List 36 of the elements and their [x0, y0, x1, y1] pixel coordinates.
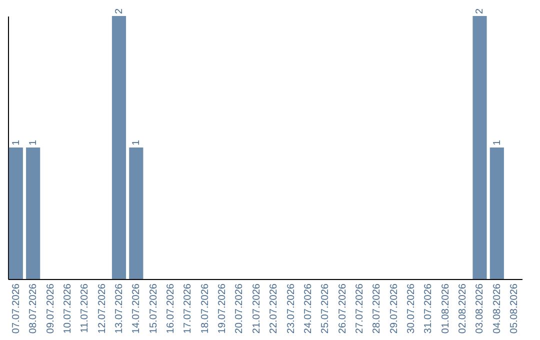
- data-label: 1: [10, 140, 22, 146]
- x-tick-label: 18.07.2026: [200, 283, 211, 334]
- x-tick-label: 19.07.2026: [217, 283, 228, 334]
- x-tick-label: 26.07.2026: [337, 283, 348, 334]
- x-tick-label: 27.07.2026: [354, 283, 366, 334]
- x-tick-label: 17.07.2026: [182, 283, 194, 334]
- x-tick-label: 12.07.2026: [96, 283, 108, 334]
- data-label: 2: [114, 8, 125, 14]
- x-tick-label: 25.07.2026: [320, 283, 332, 334]
- data-label: 1: [28, 140, 40, 146]
- x-tick-label: 14.07.2026: [131, 283, 142, 334]
- x-tick-label: 05.08.2026: [509, 283, 520, 334]
- data-label: 2: [474, 8, 486, 14]
- x-tick-label: 22.07.2026: [268, 283, 280, 334]
- x-tick-label: 29.07.2026: [388, 283, 400, 334]
- x-tick-label: 07.07.2026: [10, 283, 22, 334]
- data-label: 1: [131, 140, 142, 146]
- x-tick-label: 31.07.2026: [423, 283, 434, 334]
- x-tick-label: 09.07.2026: [45, 283, 56, 334]
- x-tick-label: 23.07.2026: [286, 283, 297, 334]
- x-tick-label: 13.07.2026: [114, 283, 125, 334]
- x-tick-label: 10.07.2026: [62, 283, 74, 334]
- x-tick-label: 15.07.2026: [148, 283, 160, 334]
- x-tick-label: 04.08.2026: [492, 283, 503, 334]
- x-tick-label: 28.07.2026: [372, 283, 383, 334]
- x-tick-label: 20.07.2026: [234, 283, 246, 334]
- data-label: 1: [492, 140, 503, 146]
- x-tick-label: 02.08.2026: [458, 283, 469, 334]
- x-tick-label: 11.07.2026: [80, 283, 91, 333]
- x-tick-label: 16.07.2026: [166, 283, 177, 334]
- x-tick-label: 01.08.2026: [440, 283, 452, 334]
- x-tick-label: 30.07.2026: [406, 283, 418, 334]
- x-tick-label: 21.07.2026: [251, 283, 262, 334]
- x-tick-label: 03.08.2026: [474, 283, 486, 334]
- x-tick-label: 08.07.2026: [28, 283, 40, 334]
- x-tick-label: 24.07.2026: [302, 283, 314, 334]
